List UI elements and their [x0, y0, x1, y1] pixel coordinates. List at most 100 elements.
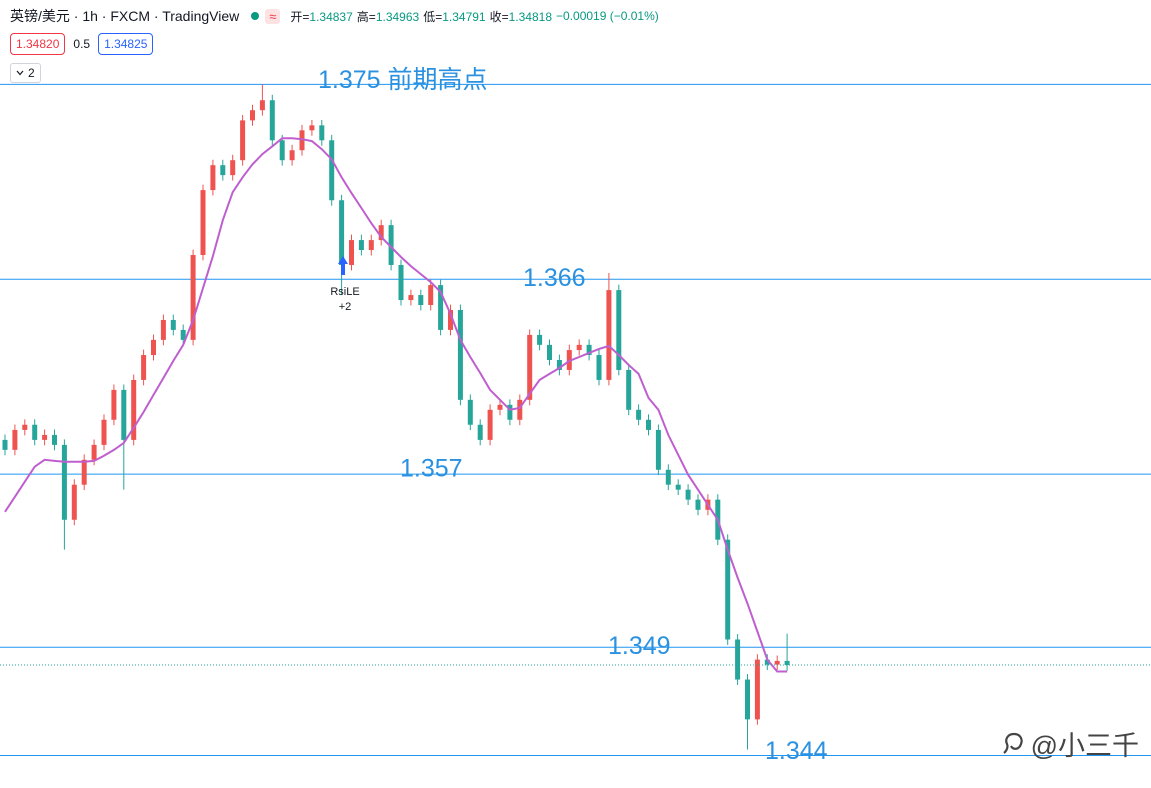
candle-body [507, 404, 513, 420]
candle-body [289, 150, 295, 161]
candle-body [259, 100, 265, 111]
candle-body [160, 319, 166, 340]
level-label: 1.357 [400, 455, 463, 483]
candle-body [725, 539, 731, 640]
candle-body [32, 424, 38, 440]
candle-body [329, 140, 335, 201]
candle-body [339, 200, 345, 265]
candle-body [349, 240, 354, 265]
signal-name: RsiLE [330, 286, 359, 298]
ohlc-value: 1.34791 [442, 9, 486, 24]
candle-body [180, 329, 186, 340]
ohlc-label: 收= [489, 9, 509, 24]
candle-body [685, 489, 691, 500]
candle-body [547, 344, 552, 361]
candle-body [428, 285, 434, 306]
candle-body [309, 125, 315, 131]
candle-body [279, 140, 285, 161]
candle-body [695, 499, 701, 510]
candle-body [497, 404, 503, 410]
ohlc-high: 高=1.34963 [357, 8, 419, 25]
ohlc-low: 低=1.34791 [423, 8, 485, 25]
data-badge[interactable]: ≈ [265, 8, 281, 24]
candle-body [398, 264, 404, 301]
candle-body [774, 660, 780, 665]
candle-body [418, 295, 424, 306]
candle-body [636, 409, 642, 420]
candle-body [606, 290, 612, 380]
candle-body [448, 310, 453, 330]
candle-body [368, 240, 374, 251]
candle-body [111, 389, 117, 420]
indicator-toggle[interactable]: 2 [10, 63, 41, 83]
candle-body [655, 429, 661, 470]
candle-body [230, 160, 236, 176]
symbol-title[interactable]: 英镑/美元 · 1h · FXCM · TradingView [10, 8, 240, 24]
candle-body [22, 424, 28, 430]
candle-body [754, 659, 760, 720]
candle-body [764, 659, 770, 665]
candle-body [537, 334, 543, 345]
ohlc-open: 开=1.34837 [290, 8, 352, 25]
candle-body [517, 399, 523, 420]
candle-body [457, 310, 463, 400]
indicator-row: 2 [10, 63, 41, 83]
candle-body [616, 290, 622, 370]
candle-body [735, 639, 741, 680]
candle-body [675, 484, 681, 490]
ohlc-label: 高= [356, 9, 376, 24]
candle-body [121, 389, 127, 440]
buy-price[interactable]: 1.34825 [98, 33, 154, 55]
candle-body [388, 225, 394, 265]
candle-body [477, 424, 483, 440]
candle-body [12, 429, 18, 450]
ohlc-value: 1.34837 [309, 9, 353, 24]
candle-body [61, 444, 67, 520]
price-change: −0.00019 (−0.01%) [556, 9, 659, 23]
candle-body [596, 355, 602, 380]
spread: 0.5 [73, 37, 91, 51]
candle-body [42, 434, 48, 440]
candle-body [81, 459, 87, 485]
candle-body [556, 360, 562, 370]
candle-body [240, 120, 246, 161]
candle-body [52, 434, 57, 445]
candle-body [626, 369, 632, 410]
legend-row: 英镑/美元 · 1h · FXCM · TradingView ≈ 开=1.34… [10, 6, 659, 26]
market-status [251, 12, 260, 20]
indicator-count: 2 [28, 66, 35, 80]
candle-body [141, 355, 147, 380]
candle-body [576, 344, 582, 351]
candle-body [151, 339, 156, 356]
level-label: 1.366 [523, 264, 586, 292]
candle-body [250, 110, 255, 121]
watermark: @小三千 [1001, 724, 1139, 763]
sell-price[interactable]: 1.34820 [10, 33, 66, 55]
candle-body [299, 130, 305, 151]
candle-body [358, 240, 364, 251]
candle-body [200, 190, 206, 256]
ohlc-close: 收=1.34818 [490, 8, 552, 25]
candle-body [586, 344, 592, 356]
level-label: 1.344 [765, 737, 828, 765]
quote-row: 1.34820 0.5 1.34825 [10, 33, 154, 55]
candle-body [101, 419, 107, 445]
candle-body [527, 334, 533, 400]
candle-body [319, 125, 325, 141]
candle-body [646, 419, 651, 430]
ohlc-label: 低= [423, 9, 443, 24]
level-label: 1.375 前期高点 [318, 66, 488, 94]
ohlc-value: 1.34963 [375, 9, 420, 24]
candle-body [784, 660, 790, 666]
candle-body [745, 679, 750, 720]
candle-body [220, 165, 226, 176]
candle-body [71, 484, 77, 520]
watermark-icon [1002, 732, 1023, 754]
ohlc-label: 开= [290, 9, 310, 24]
candle-body [438, 285, 444, 330]
candle-body [2, 439, 8, 450]
signal-arrow [338, 256, 348, 275]
signal-quantity: +2 [339, 301, 352, 313]
